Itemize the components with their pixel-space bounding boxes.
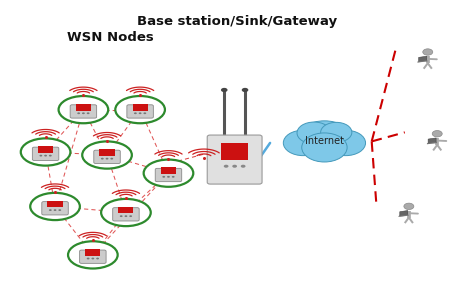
Polygon shape bbox=[399, 215, 409, 217]
Ellipse shape bbox=[68, 241, 118, 268]
Bar bbox=[38, 146, 53, 153]
Circle shape bbox=[125, 215, 128, 217]
Polygon shape bbox=[418, 60, 428, 62]
Circle shape bbox=[129, 215, 132, 217]
FancyBboxPatch shape bbox=[94, 150, 120, 164]
Circle shape bbox=[91, 257, 94, 259]
Bar bbox=[76, 104, 91, 111]
Text: Base station/Sink/Gateway: Base station/Sink/Gateway bbox=[137, 16, 337, 28]
Polygon shape bbox=[419, 56, 427, 62]
Circle shape bbox=[101, 158, 104, 160]
Circle shape bbox=[58, 209, 61, 211]
Bar bbox=[100, 149, 115, 156]
Circle shape bbox=[320, 122, 352, 142]
Circle shape bbox=[326, 130, 365, 156]
Circle shape bbox=[144, 112, 146, 114]
Circle shape bbox=[302, 133, 347, 162]
Circle shape bbox=[297, 122, 331, 144]
Circle shape bbox=[172, 176, 174, 178]
Bar bbox=[47, 201, 63, 207]
Circle shape bbox=[87, 112, 90, 114]
Circle shape bbox=[54, 209, 56, 211]
Circle shape bbox=[110, 158, 113, 160]
FancyBboxPatch shape bbox=[70, 105, 97, 118]
Circle shape bbox=[44, 155, 47, 157]
Ellipse shape bbox=[101, 199, 151, 226]
Circle shape bbox=[139, 112, 142, 114]
Bar bbox=[85, 249, 100, 256]
FancyBboxPatch shape bbox=[80, 250, 106, 263]
Circle shape bbox=[162, 176, 165, 178]
Bar bbox=[161, 168, 176, 174]
Circle shape bbox=[221, 88, 228, 92]
Bar bbox=[221, 143, 248, 160]
Circle shape bbox=[423, 49, 433, 55]
Ellipse shape bbox=[144, 160, 193, 187]
FancyBboxPatch shape bbox=[207, 135, 262, 184]
FancyBboxPatch shape bbox=[127, 105, 154, 118]
Circle shape bbox=[297, 121, 352, 156]
FancyBboxPatch shape bbox=[113, 208, 139, 221]
FancyBboxPatch shape bbox=[42, 202, 68, 215]
Circle shape bbox=[96, 257, 99, 259]
Polygon shape bbox=[400, 211, 408, 216]
Circle shape bbox=[432, 130, 442, 137]
Circle shape bbox=[39, 155, 42, 157]
Circle shape bbox=[82, 112, 85, 114]
Circle shape bbox=[49, 155, 52, 157]
Circle shape bbox=[134, 112, 137, 114]
Ellipse shape bbox=[115, 96, 165, 123]
FancyBboxPatch shape bbox=[32, 147, 59, 161]
Ellipse shape bbox=[59, 96, 108, 123]
Text: Internet: Internet bbox=[305, 136, 344, 147]
Ellipse shape bbox=[21, 138, 71, 166]
Circle shape bbox=[120, 215, 123, 217]
Circle shape bbox=[167, 176, 170, 178]
Circle shape bbox=[242, 88, 248, 92]
Polygon shape bbox=[428, 138, 436, 143]
Polygon shape bbox=[427, 142, 437, 144]
FancyBboxPatch shape bbox=[155, 168, 182, 182]
Bar bbox=[133, 104, 148, 111]
Circle shape bbox=[232, 165, 237, 168]
Ellipse shape bbox=[82, 141, 132, 169]
Ellipse shape bbox=[30, 193, 80, 220]
Circle shape bbox=[241, 165, 246, 168]
Circle shape bbox=[77, 112, 80, 114]
Circle shape bbox=[87, 257, 90, 259]
Bar bbox=[118, 207, 134, 213]
Circle shape bbox=[283, 130, 323, 156]
Circle shape bbox=[49, 209, 52, 211]
Circle shape bbox=[106, 158, 109, 160]
Circle shape bbox=[404, 203, 414, 209]
Text: WSN Nodes: WSN Nodes bbox=[67, 30, 154, 43]
Circle shape bbox=[224, 165, 228, 168]
